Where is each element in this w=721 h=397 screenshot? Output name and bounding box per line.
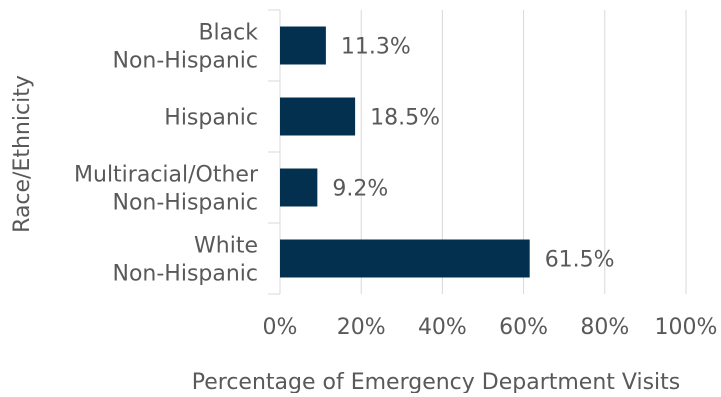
bar bbox=[280, 26, 326, 65]
x-tick-label: 100% bbox=[655, 315, 718, 340]
category-label: Non-Hispanic bbox=[112, 191, 258, 216]
category-label: Multiracial/Other bbox=[74, 163, 259, 188]
category-labels: Black Non-Hispanic Hispanic Multiracial/Oth… bbox=[74, 21, 259, 287]
data-label: 9.2% bbox=[332, 177, 388, 202]
x-tick-label: 80% bbox=[580, 315, 629, 340]
category-ticks bbox=[268, 9, 280, 295]
bar bbox=[280, 239, 530, 278]
x-tick-label: 60% bbox=[499, 315, 548, 340]
y-axis-title: Race/Ethnicity bbox=[10, 75, 35, 233]
bar bbox=[280, 168, 318, 207]
x-tick-label: 0% bbox=[263, 315, 298, 340]
x-axis-title: Percentage of Emergency Department Visit… bbox=[192, 370, 681, 393]
bar bbox=[280, 97, 356, 136]
category-label: Non-Hispanic bbox=[112, 49, 258, 74]
data-label: 61.5% bbox=[545, 248, 615, 273]
data-labels: 11.3% 18.5% 9.2% 61.5% bbox=[332, 35, 614, 273]
bars bbox=[280, 26, 530, 278]
category-label: Non-Hispanic bbox=[112, 262, 258, 287]
category-label: Hispanic bbox=[164, 106, 258, 131]
category-label: Black bbox=[198, 21, 258, 46]
data-label: 18.5% bbox=[370, 106, 440, 131]
x-tick-label: 20% bbox=[337, 315, 386, 340]
x-tick-label: 40% bbox=[418, 315, 467, 340]
data-label: 11.3% bbox=[341, 35, 411, 60]
category-label: White bbox=[194, 234, 258, 259]
x-tick-labels: 0% 20% 40% 60% 80% 100% bbox=[263, 315, 718, 340]
